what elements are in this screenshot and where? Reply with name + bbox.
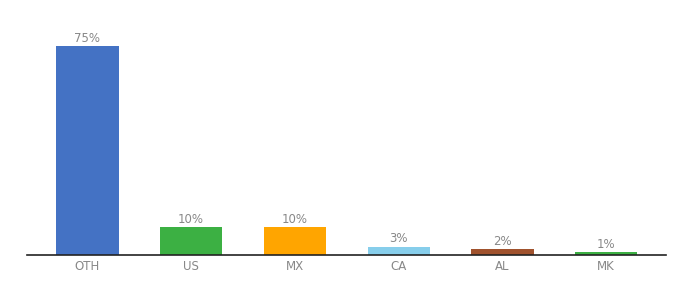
Bar	[160, 227, 222, 255]
Bar	[471, 249, 534, 255]
Text: 75%: 75%	[74, 32, 101, 45]
Text: 3%: 3%	[390, 232, 408, 245]
Text: 10%: 10%	[282, 213, 308, 226]
Text: 10%: 10%	[178, 213, 204, 226]
Bar	[368, 247, 430, 255]
Text: 2%: 2%	[493, 235, 512, 248]
Bar	[56, 46, 118, 255]
Bar	[575, 252, 637, 255]
Text: 1%: 1%	[597, 238, 615, 251]
Bar	[264, 227, 326, 255]
